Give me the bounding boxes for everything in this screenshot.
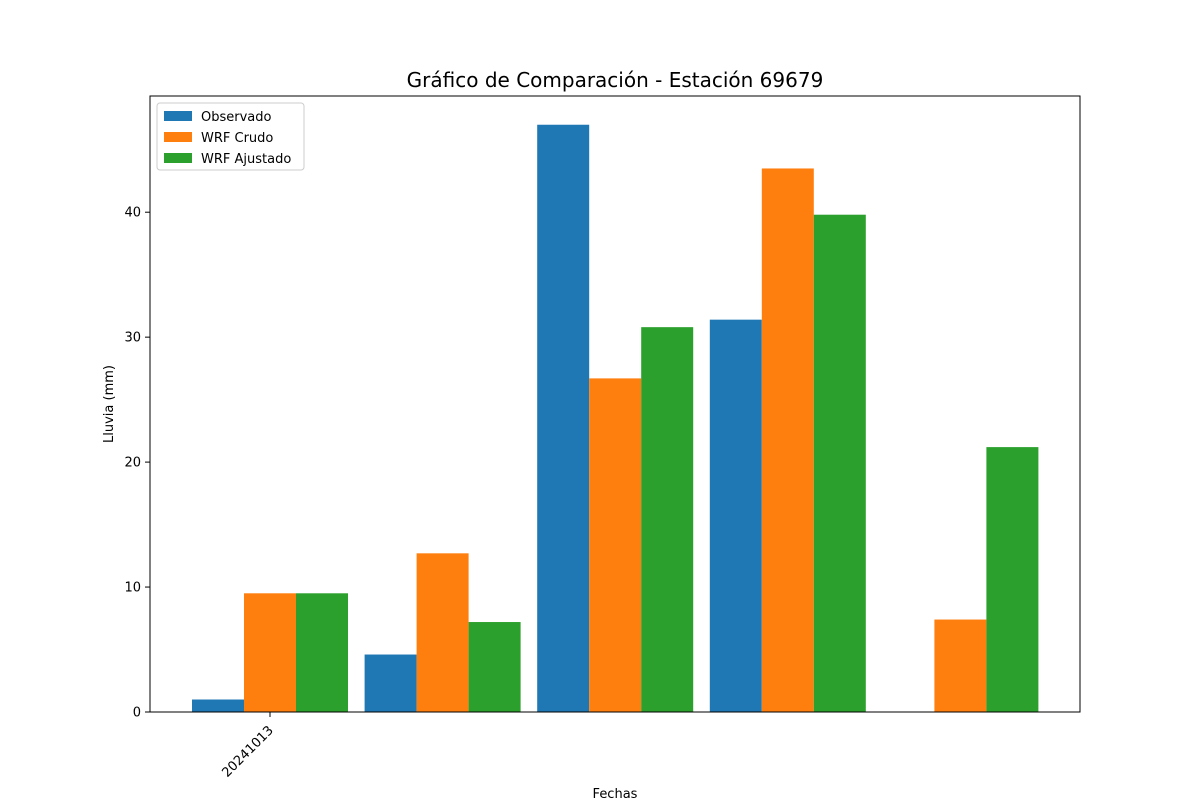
y-axis: 0 10 20 30 40 bbox=[124, 206, 150, 721]
bars-group bbox=[192, 124, 1039, 712]
bar-wrf-crudo-3 bbox=[761, 168, 814, 712]
x-axis-label: Fechas bbox=[593, 787, 638, 800]
x-axis: 20241013 bbox=[219, 712, 277, 781]
y-tick-label: 0 bbox=[133, 706, 141, 721]
legend-label: WRF Ajustado bbox=[201, 152, 291, 167]
bar-wrf-ajustado-3 bbox=[813, 214, 866, 712]
plot-frame bbox=[149, 95, 1081, 713]
legend-label: Observado bbox=[201, 110, 272, 125]
bar-wrf-ajustado-4 bbox=[986, 447, 1039, 712]
y-axis-label: Lluvia (mm) bbox=[102, 365, 117, 443]
bar-wrf-crudo-2 bbox=[589, 378, 642, 712]
legend-swatch bbox=[164, 132, 192, 142]
y-tick-label: 20 bbox=[124, 456, 141, 471]
legend-label: WRF Crudo bbox=[201, 131, 273, 146]
bar-observado-3 bbox=[709, 319, 762, 712]
bar-observado-2 bbox=[537, 124, 590, 712]
bar-wrf-ajustado-2 bbox=[641, 327, 694, 712]
legend: Observado WRF Crudo WRF Ajustado bbox=[156, 102, 305, 171]
y-tick-label: 30 bbox=[124, 331, 141, 346]
legend-swatch bbox=[164, 111, 192, 121]
y-tick-label: 10 bbox=[124, 581, 141, 596]
bar-wrf-crudo-4 bbox=[934, 619, 987, 712]
x-tick-label: 20241013 bbox=[219, 723, 276, 780]
legend-swatch bbox=[164, 153, 192, 163]
bar-observado-1 bbox=[364, 654, 417, 712]
bar-observado-0 bbox=[192, 699, 244, 712]
bar-wrf-ajustado-0 bbox=[296, 593, 348, 712]
legend-box bbox=[156, 102, 305, 171]
bar-wrf-crudo-0 bbox=[244, 593, 296, 712]
bar-wrf-crudo-1 bbox=[416, 553, 469, 712]
bar-wrf-ajustado-1 bbox=[468, 622, 521, 712]
y-tick-label: 40 bbox=[124, 206, 141, 221]
chart-title: Gráfico de Comparación - Estación 69679 bbox=[407, 68, 824, 92]
